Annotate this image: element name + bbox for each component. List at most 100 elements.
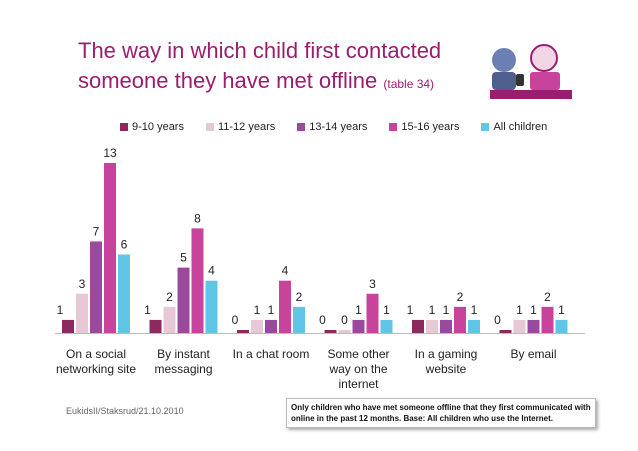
data-label-2-1: 1 xyxy=(254,303,261,317)
bar-0-2 xyxy=(90,241,102,333)
bar-3-4 xyxy=(380,319,393,333)
bar-2-2 xyxy=(265,319,277,333)
x-tick-label-line: By email xyxy=(510,347,557,361)
legend-item-1: 11-12 years xyxy=(205,121,276,133)
x-tick-label-1: By instant messaging xyxy=(129,347,239,377)
bar-2-3 xyxy=(279,280,291,333)
data-label-5-4: 1 xyxy=(558,303,565,317)
data-label-1-2: 5 xyxy=(180,251,187,265)
data-label-4-4: 1 xyxy=(471,303,478,317)
x-tick-label-line: networking site xyxy=(55,362,137,376)
bar-4-4 xyxy=(468,319,480,333)
legend-swatch-4 xyxy=(481,123,490,131)
title-line-2: someone they have met offline (table 34) xyxy=(78,66,518,99)
data-label-3-0: 0 xyxy=(319,313,326,327)
chart-title: The way in which child first contacted s… xyxy=(78,36,518,99)
data-label-1-0: 1 xyxy=(144,303,151,317)
data-label-3-4: 1 xyxy=(383,303,390,317)
legend-label-1: 11-12 years xyxy=(217,121,276,133)
x-tick-label-line: In a chat room xyxy=(232,347,310,361)
x-tick-label-line: way on the xyxy=(329,362,388,376)
data-label-2-3: 4 xyxy=(282,264,289,278)
bar-3-2 xyxy=(352,319,365,333)
bar-0-0 xyxy=(62,319,74,333)
legend-item-2: 13-14 years xyxy=(297,121,367,133)
x-tick-label-line: In a gaming xyxy=(414,347,478,361)
logo-banner xyxy=(490,90,572,99)
data-label-0-2: 7 xyxy=(93,224,100,238)
bar-0-3 xyxy=(104,163,116,333)
title-table-ref: (table 34) xyxy=(383,77,435,91)
data-label-5-0: 0 xyxy=(494,313,501,327)
data-label-4-3: 2 xyxy=(457,290,464,304)
legend-swatch-2 xyxy=(297,123,306,131)
bar-5-1 xyxy=(513,319,526,333)
data-label-4-1: 1 xyxy=(429,303,436,317)
legend-label-3: 15-16 years xyxy=(401,121,460,133)
bar-3-0 xyxy=(324,330,337,333)
data-label-5-3: 2 xyxy=(544,290,551,304)
bar-2-4 xyxy=(293,306,305,333)
data-label-5-1: 1 xyxy=(516,303,523,317)
x-tick-label-5: By email xyxy=(479,347,589,362)
x-tick-label-line: On a social xyxy=(65,347,127,361)
legend-item-0: 9-10 years xyxy=(120,121,184,133)
data-label-2-4: 2 xyxy=(296,290,303,304)
bar-5-3 xyxy=(541,306,554,333)
x-tick-label-line: website xyxy=(425,362,467,376)
title-line-1: The way in which child first contacted xyxy=(78,38,442,63)
x-tick-label-line: By instant xyxy=(157,347,210,361)
logo-phone xyxy=(516,74,524,86)
bar-4-1 xyxy=(426,319,438,333)
bar-4-3 xyxy=(454,306,466,333)
bar-3-3 xyxy=(366,293,379,333)
legend-swatch-0 xyxy=(120,123,128,131)
legend-item-3: 15-16 years xyxy=(389,121,459,133)
logo-girl-laptop xyxy=(530,72,560,90)
legend-swatch-1 xyxy=(205,123,214,131)
x-tick-label-0: On a social networking site xyxy=(41,347,151,377)
data-label-0-0: 1 xyxy=(57,303,64,317)
chart-legend: 9-10 years 11-12 years 13-14 years 15-16 ye… xyxy=(120,121,569,133)
data-label-1-3: 8 xyxy=(194,211,201,225)
x-tick-label-line: internet xyxy=(338,377,379,391)
x-tick-label-4: In a gaming website xyxy=(391,347,501,377)
bar-1-3 xyxy=(191,228,204,333)
logo-girl-head xyxy=(530,44,558,72)
footer-credit: EukidsII/Staksrud/21.10.2010 xyxy=(66,406,184,416)
bar-2-0 xyxy=(237,330,249,333)
data-label-5-2: 1 xyxy=(530,303,537,317)
x-tick-label-line: messaging xyxy=(154,362,213,376)
data-label-4-2: 1 xyxy=(443,303,450,317)
data-label-3-1: 0 xyxy=(341,313,348,327)
data-label-1-4: 4 xyxy=(208,264,215,278)
bar-1-2 xyxy=(177,267,190,333)
data-label-4-0: 1 xyxy=(407,303,414,317)
data-label-2-0: 0 xyxy=(232,313,239,327)
x-tick-label-2: In a chat room xyxy=(216,347,326,362)
bar-1-0 xyxy=(149,319,162,333)
data-label-0-3: 13 xyxy=(103,146,117,160)
bar-0-4 xyxy=(118,254,130,333)
bar-5-2 xyxy=(527,319,540,333)
legend-label-0: 9-10 years xyxy=(132,121,184,133)
x-tick-label-3: Some other way on the internet xyxy=(304,347,414,392)
data-label-3-2: 1 xyxy=(355,303,362,317)
x-tick-label-line: Some other xyxy=(327,347,390,361)
legend-label-2: 13-14 years xyxy=(309,121,368,133)
bar-4-2 xyxy=(440,319,452,333)
bar-3-1 xyxy=(338,330,351,333)
bar-1-4 xyxy=(205,280,218,333)
bar-5-4 xyxy=(555,319,568,333)
data-label-2-2: 1 xyxy=(268,303,275,317)
data-label-1-1: 2 xyxy=(166,290,173,304)
bar-0-1 xyxy=(76,293,88,333)
bar-5-0 xyxy=(499,330,512,333)
data-label-0-1: 3 xyxy=(79,277,86,291)
data-label-3-3: 3 xyxy=(369,277,376,291)
bar-4-0 xyxy=(412,319,424,333)
logo-boy-body xyxy=(492,72,516,90)
bar-1-1 xyxy=(163,306,176,333)
eukidsonline-logo xyxy=(490,44,572,99)
